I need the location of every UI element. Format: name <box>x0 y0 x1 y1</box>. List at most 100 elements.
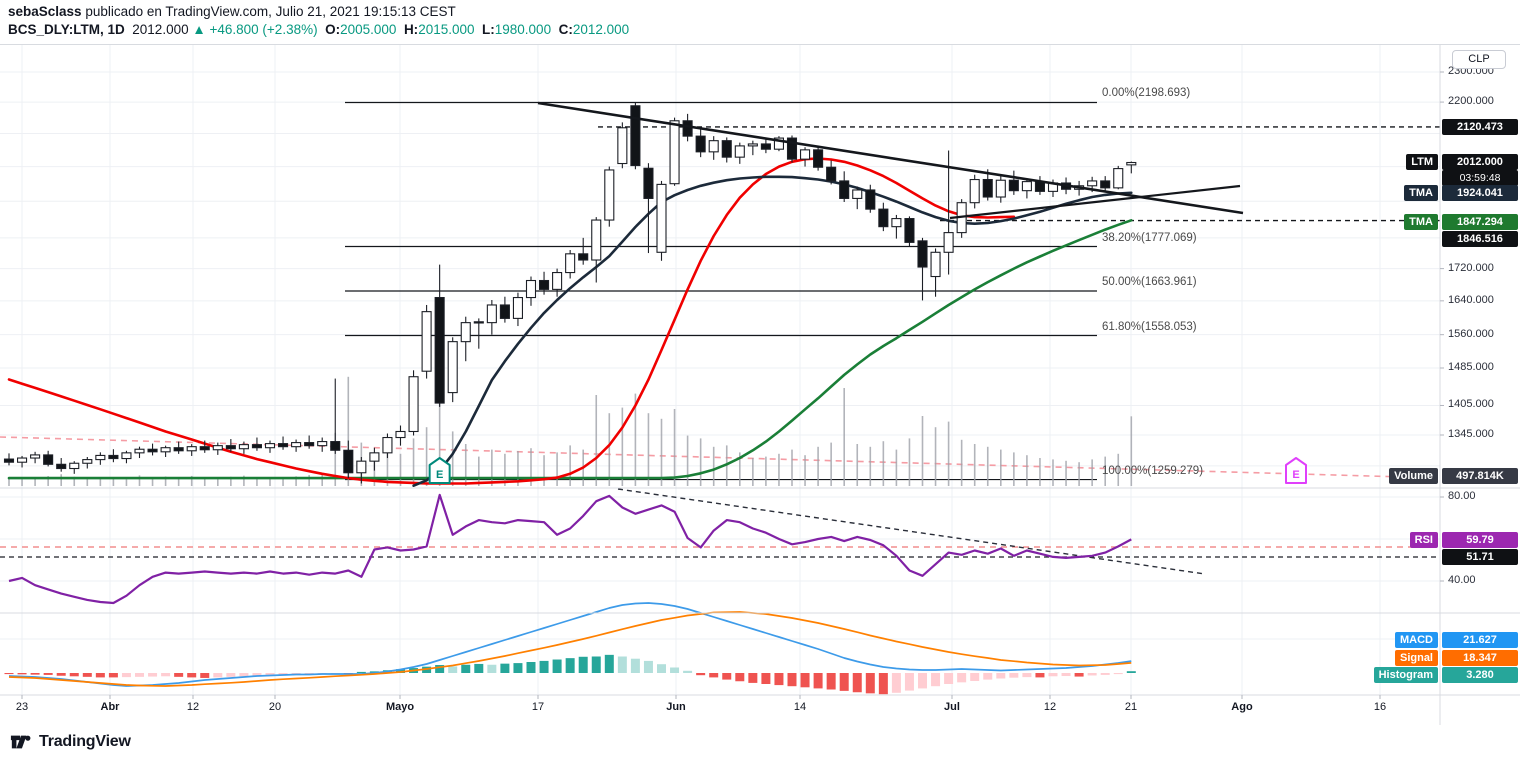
candle-body <box>173 447 184 452</box>
axis-time-tick: Jun <box>666 701 686 713</box>
macd-histogram-bar <box>200 673 210 678</box>
axis-time-tick: Mayo <box>385 701 415 713</box>
macd-histogram-bar <box>30 673 40 675</box>
tma-line[interactable] <box>7 219 1133 480</box>
macd-histogram-bar <box>148 673 158 677</box>
axis-price-tick: 1640.000 <box>1448 293 1494 306</box>
candle-body <box>643 167 654 199</box>
candle-body <box>1021 181 1032 192</box>
macd-histogram-bar <box>735 673 745 682</box>
earnings-reported-icon[interactable] <box>428 457 451 484</box>
publish-header: sebaSclass publicado en TradingView.com,… <box>8 4 456 19</box>
symbol-header: BCS_DLY:LTM, 1D 2012.000 ▲ +46.800 (+2.3… <box>8 22 629 37</box>
axis-price-tick: 1345.000 <box>1448 428 1494 440</box>
macd-histogram-bar <box>396 669 405 673</box>
macd-histogram-bar <box>1126 671 1136 673</box>
candle-body <box>669 120 680 185</box>
macd-histogram-bar <box>813 673 823 689</box>
candle-body <box>382 436 393 454</box>
macd-histogram-bar <box>878 673 888 695</box>
pink-dashed-trendline[interactable] <box>0 436 1441 479</box>
candle-body <box>251 444 262 449</box>
macd-histogram-bar <box>774 673 784 686</box>
change-value: +46.800 (+2.38%) <box>209 22 318 37</box>
macd-histogram-bar <box>121 673 131 678</box>
rsi-series-badge[interactable]: RSI <box>1409 532 1438 548</box>
histogram-series-badge[interactable]: Histogram <box>1373 667 1438 683</box>
macd-histogram-bar <box>826 673 836 690</box>
candle-body <box>891 218 902 228</box>
candle-body <box>904 218 915 243</box>
axis-price-tick: 2200.000 <box>1448 95 1494 108</box>
tradingview-logo[interactable]: TradingView <box>10 731 131 753</box>
fib-level-label: 50.00%(1663.961) <box>1102 276 1197 289</box>
low-label: L: <box>482 22 495 37</box>
macd-histogram-bar <box>239 673 249 677</box>
macd-histogram-bar <box>56 673 66 676</box>
candle-body <box>421 311 432 372</box>
macd-histogram-bar <box>187 673 197 678</box>
macd-histogram-bar <box>1061 673 1071 677</box>
candle-body <box>56 463 67 470</box>
candle-body <box>695 135 706 153</box>
macd-histogram-bar <box>709 673 719 678</box>
axis-time-tick: Abr <box>100 701 120 713</box>
symbol-name[interactable]: BCS_DLY:LTM, 1D <box>8 22 125 37</box>
currency-badge[interactable]: CLP <box>1452 50 1506 69</box>
candle-body <box>277 443 289 448</box>
macd-histogram-bar <box>1087 673 1097 676</box>
ascending-trendline[interactable] <box>949 184 1241 220</box>
macd-histogram-bar <box>461 664 471 673</box>
macd-histogram-bar <box>891 673 901 693</box>
candle-body <box>995 179 1006 198</box>
candle-body <box>917 240 928 268</box>
axis-time-tick: 12 <box>186 701 200 713</box>
earnings-upcoming-icon[interactable] <box>1285 457 1307 484</box>
tma-green-series-badge[interactable]: TMA <box>1404 214 1438 230</box>
axis-price-tick: 40.00 <box>1448 574 1476 586</box>
candle-body <box>630 105 641 167</box>
axis-price-tick: 80.00 <box>1448 490 1476 502</box>
macd-histogram-bar <box>800 673 810 688</box>
tma-navy-series-badge[interactable]: TMA <box>1404 185 1438 201</box>
macd-histogram-bar <box>904 673 914 691</box>
tma-line[interactable] <box>7 157 1016 485</box>
macd-series-badge[interactable]: MACD <box>1395 632 1438 648</box>
rsi-dashed-trendline[interactable] <box>617 488 1206 575</box>
signal-value-label: 18.347 <box>1442 650 1518 666</box>
rsi-hline-label: 51.71 <box>1442 549 1518 565</box>
macd-histogram-bar <box>135 673 144 677</box>
descending-trendline[interactable] <box>537 101 1244 215</box>
candle-body <box>160 447 171 453</box>
macd-histogram-bar <box>657 664 666 673</box>
candle-body <box>747 143 758 147</box>
macd-histogram-bar <box>69 673 79 677</box>
rsi-line[interactable] <box>8 493 1132 605</box>
candle-body <box>1008 179 1019 192</box>
publisher-username[interactable]: sebaSclass <box>8 4 82 19</box>
macd-line[interactable] <box>8 602 1132 687</box>
signal-line[interactable] <box>8 611 1132 687</box>
candle-body <box>969 178 980 204</box>
candle-body <box>434 296 445 404</box>
ltm-series-badge[interactable]: LTM <box>1406 154 1438 170</box>
macd-histogram-bar <box>617 656 627 673</box>
candle-body <box>852 189 863 199</box>
candle-body <box>591 219 602 261</box>
macd-histogram-bar <box>513 663 523 673</box>
signal-series-badge[interactable]: Signal <box>1394 650 1438 666</box>
candle-body <box>486 304 497 324</box>
macd-histogram-bar <box>265 673 275 676</box>
candle-body <box>121 452 132 460</box>
tma-line[interactable] <box>412 175 1133 488</box>
volume-series-badge[interactable]: Volume <box>1389 468 1438 484</box>
candle-body <box>1100 180 1111 189</box>
fib-level-label: 61.80%(1558.053) <box>1102 320 1197 333</box>
tradingview-logo-icon <box>10 735 31 749</box>
macd-histogram-bar <box>696 673 706 676</box>
macd-histogram-bar <box>4 673 14 675</box>
candle-body <box>878 208 889 228</box>
candle-body <box>708 140 719 153</box>
